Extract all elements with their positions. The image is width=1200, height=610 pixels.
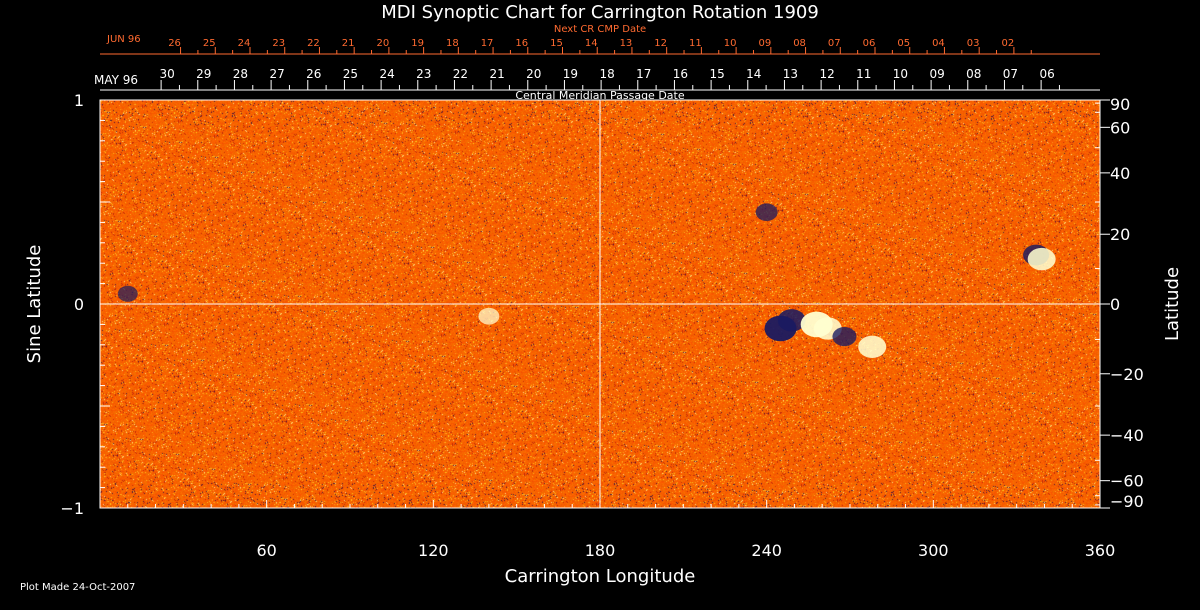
cmp-date-axis: MAY 96 30 29 28 27 26 25 24 23 22 21 20 19 18 17 16 15 1… <box>94 67 1100 91</box>
next-cr-day-label: 15 <box>550 38 563 49</box>
next-cr-day-label: 17 <box>481 38 494 49</box>
magnetic-region-positive-7 <box>1027 247 1056 271</box>
cmp-day-label: 11 <box>856 67 871 81</box>
next-cr-day-label: 20 <box>377 38 390 49</box>
cmp-day-label: 09 <box>929 67 944 81</box>
y-axis-label-left: Sine Latitude <box>24 245 45 364</box>
next-cr-day-label: 22 <box>307 38 320 49</box>
next-cr-day-label: 18 <box>446 38 459 49</box>
cmp-day-label: 10 <box>893 67 908 81</box>
next-cr-day-label: 03 <box>967 38 980 49</box>
cmp-day-label: 25 <box>343 67 358 81</box>
cmp-day-label: 28 <box>233 67 248 81</box>
cmp-day-label: 13 <box>783 67 798 81</box>
next-cr-day-label: 02 <box>1002 38 1015 49</box>
x-tick-label: 240 <box>751 541 782 560</box>
next-cr-caption: Next CR CMP Date <box>554 24 646 35</box>
next-cr-day-label: 25 <box>203 38 216 49</box>
y-right-tick-label: −40 <box>1110 426 1144 445</box>
cmp-day-label: 29 <box>196 67 211 81</box>
y-left-tick-label: 1 <box>74 91 84 110</box>
cmp-day-label: 14 <box>746 67 761 81</box>
x-tick-label: 300 <box>918 541 949 560</box>
next-cr-day-label: 24 <box>238 38 251 49</box>
y-axis-left: 1 0 −1 <box>60 91 110 518</box>
y-right-tick-label: −60 <box>1110 472 1144 491</box>
cmp-day-label: 22 <box>453 67 468 81</box>
cmp-day-label: 21 <box>489 67 504 81</box>
cmp-day-label: 15 <box>709 67 724 81</box>
cmp-day-label: 06 <box>1039 67 1054 81</box>
y-right-tick-label: 90 <box>1110 95 1130 114</box>
y-left-tick-label: −1 <box>60 499 84 518</box>
x-tick-label: 120 <box>418 541 449 560</box>
x-tick-label: 60 <box>256 541 276 560</box>
y-right-tick-label: −90 <box>1110 492 1144 511</box>
cmp-day-label: 26 <box>306 67 321 81</box>
y-left-tick-label: 0 <box>74 295 84 314</box>
cmp-day-label: 17 <box>636 67 651 81</box>
next-cr-day-label: 14 <box>585 38 598 49</box>
cmp-day-label: 12 <box>819 67 834 81</box>
cmp-day-label: 30 <box>159 67 174 81</box>
y-right-tick-label: 60 <box>1110 118 1130 137</box>
cmp-day-label: 23 <box>416 67 431 81</box>
next-cr-day-label: 08 <box>793 38 806 49</box>
next-cr-day-label: 13 <box>620 38 633 49</box>
next-cr-day-label: 23 <box>272 38 285 49</box>
cmp-day-label: 18 <box>599 67 614 81</box>
next-cr-day-label: 21 <box>342 38 355 49</box>
y-right-tick-label: 20 <box>1110 225 1130 244</box>
cmp-month-label: MAY 96 <box>94 73 138 87</box>
next-cr-day-label: 06 <box>863 38 876 49</box>
next-cr-day-label: 05 <box>897 38 910 49</box>
plot-made-footer: Plot Made 24-Oct-2007 <box>20 582 135 593</box>
x-axis: 60 120 180 240 300 360 <box>127 500 1116 560</box>
x-tick-label: 180 <box>585 541 616 560</box>
cmp-day-label: 20 <box>526 67 541 81</box>
y-axis-right: 90 60 40 20 0 −20 −40 −60−90 <box>1095 95 1144 511</box>
cmp-day-label: 07 <box>1003 67 1018 81</box>
magnetic-region-negative-8 <box>755 203 778 221</box>
cmp-day-label: 16 <box>673 67 688 81</box>
x-tick-label: 360 <box>1085 541 1116 560</box>
x-axis-label: Carrington Longitude <box>505 566 696 587</box>
magnetic-region-negative-4 <box>832 327 857 347</box>
next-cr-day-label: 12 <box>654 38 667 49</box>
y-axis-label-right: Latitude <box>1162 267 1183 341</box>
cmp-day-label: 27 <box>269 67 284 81</box>
y-right-tick-label: −20 <box>1110 365 1144 384</box>
next-cr-month-label: JUN 96 <box>106 34 141 45</box>
cmp-day-label: 19 <box>563 67 578 81</box>
y-right-tick-label: 40 <box>1110 164 1130 183</box>
next-cr-day-label: 16 <box>515 38 528 49</box>
next-cr-day-label: 07 <box>828 38 841 49</box>
y-right-tick-label: 0 <box>1110 295 1120 314</box>
magnetic-region-negative-9 <box>117 285 138 302</box>
magnetic-region-marks <box>117 203 1056 359</box>
magnetic-region-positive-10 <box>478 307 500 325</box>
chart-title: MDI Synoptic Chart for Carrington Rotati… <box>381 2 819 23</box>
cmp-caption: Central Meridian Passage Date <box>515 89 684 102</box>
cmp-day-label: 08 <box>966 67 981 81</box>
next-cr-day-label: 26 <box>168 38 181 49</box>
next-cr-day-label: 04 <box>932 38 945 49</box>
next-cr-cmp-axis: JUN 96 Next CR CMP Date 26 25 24 23 22 21 20 19… <box>100 24 1100 55</box>
magnetic-region-negative-1 <box>777 309 806 332</box>
magnetic-region-positive-5 <box>858 335 887 359</box>
next-cr-day-label: 10 <box>724 38 737 49</box>
cmp-day-label: 24 <box>379 67 394 81</box>
next-cr-day-label: 19 <box>411 38 424 49</box>
next-cr-day-label: 09 <box>758 38 771 49</box>
next-cr-day-label: 11 <box>689 38 702 49</box>
